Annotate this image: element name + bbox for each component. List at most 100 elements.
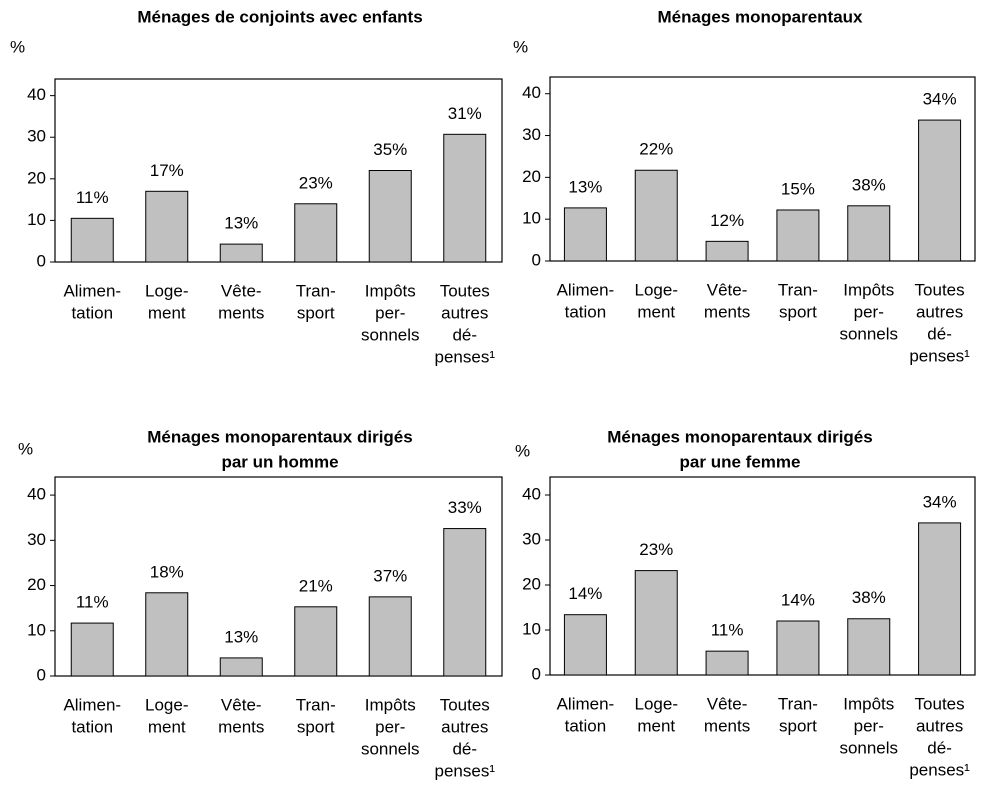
bar: [847, 205, 891, 262]
bar: [563, 207, 607, 262]
bar-label: 15%: [781, 179, 815, 198]
x-tick-label: sonnels: [839, 738, 898, 757]
y-tick-label: 20: [27, 168, 46, 187]
x-tick-label: Vête-: [221, 281, 262, 300]
y-tick-label: 0: [37, 665, 46, 684]
bar: [918, 119, 962, 262]
bar: [219, 243, 263, 263]
bar-label: 34%: [923, 90, 957, 109]
bar-label: 17%: [150, 161, 184, 180]
x-tick-label: sport: [779, 302, 817, 321]
chart-title: par un homme: [221, 452, 338, 471]
bar-label: 13%: [224, 627, 258, 646]
x-tick-label: tation: [565, 302, 607, 321]
plot-frame: [549, 476, 976, 676]
bar-label: 22%: [639, 140, 673, 159]
x-tick-label: Toutes: [440, 695, 490, 714]
bar: [368, 170, 412, 263]
y-tick-label: 40: [27, 85, 46, 104]
x-tick-label: Tran-: [778, 694, 818, 713]
x-tick-label: per-: [854, 716, 884, 735]
bar-label: 21%: [299, 576, 333, 595]
bar: [847, 618, 891, 676]
x-tick-label: autres: [916, 302, 963, 321]
x-tick-label: ments: [704, 716, 750, 735]
x-tick-label: Toutes: [915, 694, 965, 713]
x-tick-label: penses¹: [909, 760, 970, 779]
bar: [563, 614, 607, 676]
plot-frame: [54, 476, 503, 677]
bar-label: 11%: [76, 593, 109, 612]
y-tick-label: 0: [532, 664, 541, 683]
x-tick-label: sonnels: [361, 325, 420, 344]
y-tick-label: 0: [37, 251, 46, 270]
x-tick-label: ment: [148, 303, 186, 322]
y-tick-label: 20: [522, 574, 541, 593]
bar-label: 38%: [852, 175, 886, 194]
x-tick-label: ments: [218, 717, 264, 736]
x-tick-label: Impôts: [365, 281, 416, 300]
x-tick-label: Loge-: [635, 280, 678, 299]
y-tick-label: 30: [27, 127, 46, 146]
plot-frame: [54, 78, 503, 263]
bar: [70, 622, 114, 677]
bar-label: 12%: [710, 211, 744, 230]
bar: [219, 657, 263, 677]
bar-label: 14%: [781, 590, 815, 609]
x-tick-label: Impôts: [365, 695, 416, 714]
x-tick-label: Alimen-: [63, 281, 121, 300]
y-axis-label: %: [18, 439, 33, 458]
bar: [705, 240, 749, 262]
bar-label: 34%: [923, 492, 957, 511]
chart-title: par une femme: [680, 452, 801, 471]
x-tick-label: penses¹: [909, 346, 970, 365]
bar: [368, 596, 412, 677]
y-tick-label: 40: [522, 83, 541, 102]
x-tick-label: ments: [218, 303, 264, 322]
x-tick-label: Tran-: [296, 695, 336, 714]
x-tick-label: ments: [704, 302, 750, 321]
x-tick-label: tation: [71, 303, 113, 322]
x-tick-label: Vête-: [221, 695, 262, 714]
x-tick-label: Toutes: [915, 280, 965, 299]
bar: [443, 133, 487, 263]
x-tick-label: penses¹: [435, 347, 496, 366]
y-tick-label: 30: [27, 530, 46, 549]
x-tick-label: autres: [441, 303, 488, 322]
bar-label: 11%: [76, 188, 109, 207]
bar: [294, 606, 338, 677]
x-tick-label: Tran-: [778, 280, 818, 299]
bar-label: 23%: [639, 540, 673, 559]
x-tick-label: Alimen-: [557, 694, 615, 713]
x-tick-label: autres: [441, 717, 488, 736]
x-tick-label: sonnels: [361, 739, 420, 758]
chart-title: Ménages monoparentaux: [658, 7, 864, 26]
chart-title: Ménages monoparentaux dirigés: [607, 427, 872, 446]
bar-label: 14%: [568, 584, 602, 603]
bar-label: 18%: [150, 562, 184, 581]
y-axis-label: %: [515, 441, 530, 460]
bar: [776, 209, 820, 262]
x-tick-label: penses¹: [435, 761, 496, 780]
bar: [145, 190, 189, 263]
x-tick-label: Impôts: [843, 280, 894, 299]
bar-label: 38%: [852, 588, 886, 607]
bar: [634, 570, 678, 676]
y-tick-label: 0: [532, 250, 541, 269]
x-tick-label: tation: [565, 716, 607, 735]
x-tick-label: Loge-: [145, 281, 188, 300]
y-tick-label: 40: [522, 484, 541, 503]
x-tick-label: Toutes: [440, 281, 490, 300]
plot-frame: [549, 76, 976, 262]
x-tick-label: dé-: [927, 738, 952, 757]
bar: [634, 169, 678, 262]
bar: [443, 528, 487, 677]
x-tick-label: sport: [297, 303, 335, 322]
x-tick-label: dé-: [927, 324, 952, 343]
y-tick-label: 10: [522, 619, 541, 638]
x-tick-label: per-: [375, 303, 405, 322]
x-tick-label: ment: [148, 717, 186, 736]
bar: [918, 522, 962, 676]
bar-label: 31%: [448, 104, 482, 123]
